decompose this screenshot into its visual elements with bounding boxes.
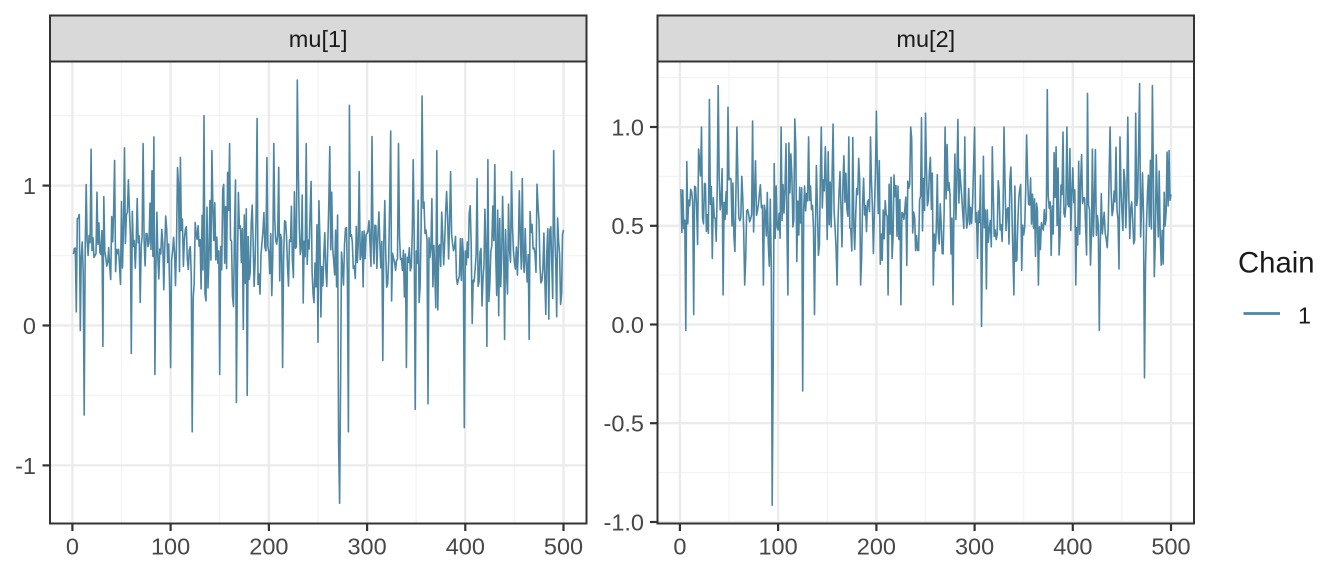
svg-text:200: 200 <box>249 534 288 560</box>
svg-text:1: 1 <box>1298 303 1311 329</box>
svg-text:300: 300 <box>347 534 386 560</box>
svg-text:1: 1 <box>23 173 36 199</box>
svg-text:400: 400 <box>446 534 485 560</box>
svg-text:mu[1]: mu[1] <box>289 26 348 52</box>
svg-text:-1.0: -1.0 <box>604 509 645 535</box>
svg-text:0: 0 <box>23 313 36 339</box>
svg-text:0.5: 0.5 <box>611 213 644 239</box>
svg-text:mu[2]: mu[2] <box>896 26 955 52</box>
svg-text:500: 500 <box>544 534 583 560</box>
svg-text:1.0: 1.0 <box>611 114 644 140</box>
svg-text:100: 100 <box>151 534 190 560</box>
svg-text:400: 400 <box>1053 534 1092 560</box>
svg-text:100: 100 <box>758 534 797 560</box>
svg-text:0: 0 <box>673 534 686 560</box>
svg-text:0.0: 0.0 <box>611 312 644 338</box>
svg-text:Chain: Chain <box>1238 247 1315 280</box>
svg-text:0: 0 <box>66 534 79 560</box>
svg-text:-1: -1 <box>15 453 36 479</box>
svg-text:200: 200 <box>857 534 896 560</box>
svg-text:500: 500 <box>1151 534 1190 560</box>
svg-text:-0.5: -0.5 <box>604 411 645 437</box>
svg-text:300: 300 <box>955 534 994 560</box>
